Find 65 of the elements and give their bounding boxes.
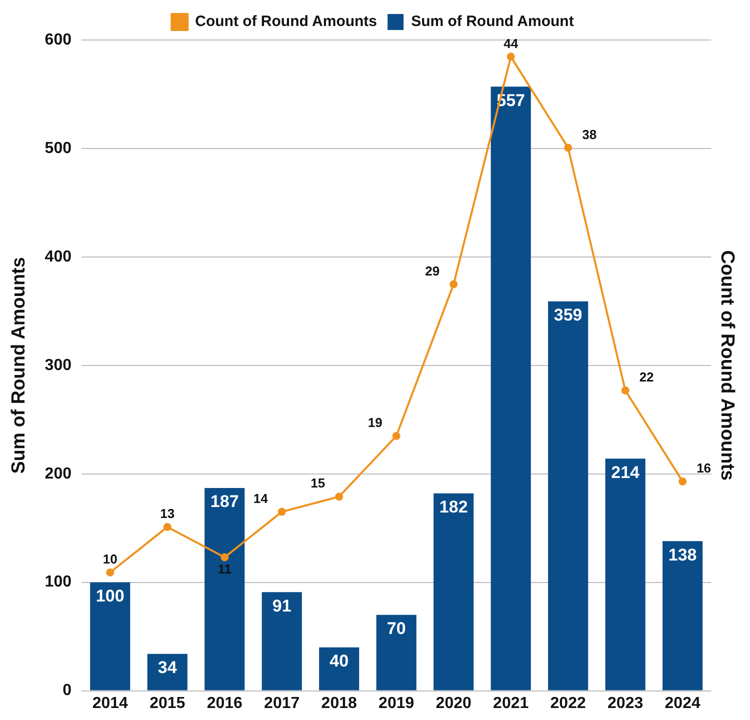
bar bbox=[548, 301, 588, 690]
x-tick-label: 2016 bbox=[206, 694, 243, 712]
y-tick-label: 100 bbox=[44, 574, 72, 591]
x-tick-label: 2015 bbox=[150, 694, 186, 712]
data-label: 14 bbox=[253, 490, 269, 506]
data-label: 182 bbox=[439, 498, 468, 517]
x-tick-label: 2020 bbox=[436, 694, 472, 712]
data-label: 22 bbox=[639, 370, 654, 385]
data-label: 13 bbox=[160, 506, 175, 522]
x-tick-label: 2017 bbox=[264, 694, 300, 712]
point bbox=[220, 553, 229, 562]
data-label: 91 bbox=[272, 596, 292, 616]
x-tick-label: 2021 bbox=[493, 694, 529, 712]
data-label: 10 bbox=[102, 552, 118, 567]
data-label: 138 bbox=[668, 545, 697, 564]
x-tick-label: 2024 bbox=[664, 694, 700, 712]
data-label: 16 bbox=[696, 460, 712, 476]
bar bbox=[90, 582, 130, 690]
data-label: 38 bbox=[582, 126, 597, 142]
legend-label: Sum of Round Amount bbox=[411, 13, 574, 30]
x-tick-label: 2014 bbox=[92, 694, 128, 712]
data-label: 40 bbox=[330, 652, 349, 671]
point bbox=[621, 386, 630, 394]
data-label: 70 bbox=[386, 619, 406, 638]
x-tick-label: 2023 bbox=[608, 694, 644, 712]
y-tick-label: 600 bbox=[44, 31, 72, 48]
data-label: 29 bbox=[425, 263, 440, 278]
y-tick-label: 500 bbox=[44, 140, 72, 157]
point bbox=[678, 477, 687, 486]
y-tick-label: 0 bbox=[62, 682, 72, 700]
x-tick-label: 2018 bbox=[321, 694, 357, 712]
point bbox=[163, 522, 172, 531]
x-tick-label: 2022 bbox=[550, 694, 586, 712]
bar bbox=[605, 458, 646, 690]
bar bbox=[662, 541, 703, 690]
point bbox=[392, 432, 400, 440]
legend-label: Count of Round Amounts bbox=[195, 13, 378, 30]
bar bbox=[319, 647, 360, 690]
point bbox=[278, 508, 286, 516]
point bbox=[450, 280, 458, 288]
data-label: 44 bbox=[504, 36, 519, 51]
point bbox=[106, 568, 114, 576]
data-label: 19 bbox=[368, 415, 382, 430]
point bbox=[506, 52, 515, 61]
data-label: 34 bbox=[158, 658, 178, 678]
data-label: 187 bbox=[210, 492, 239, 512]
y-axis-title: Sum of Round Amounts bbox=[8, 257, 30, 474]
point bbox=[335, 492, 344, 501]
bar bbox=[262, 592, 302, 690]
bar bbox=[376, 614, 416, 690]
y-tick-label: 300 bbox=[44, 356, 72, 374]
data-label: 214 bbox=[611, 462, 640, 482]
data-label: 100 bbox=[96, 586, 124, 606]
bar bbox=[434, 493, 474, 690]
bar bbox=[490, 86, 531, 690]
data-label: 359 bbox=[554, 306, 582, 325]
point bbox=[564, 144, 572, 152]
y-tick-label: 400 bbox=[44, 248, 72, 266]
data-label: 15 bbox=[310, 476, 326, 491]
y-tick-label: 200 bbox=[44, 465, 72, 482]
data-label: 11 bbox=[218, 561, 232, 576]
bar bbox=[204, 488, 245, 690]
x-tick-label: 2019 bbox=[378, 694, 414, 712]
y2-axis-title: Count of Round Amounts bbox=[716, 250, 738, 481]
bar bbox=[147, 654, 188, 690]
